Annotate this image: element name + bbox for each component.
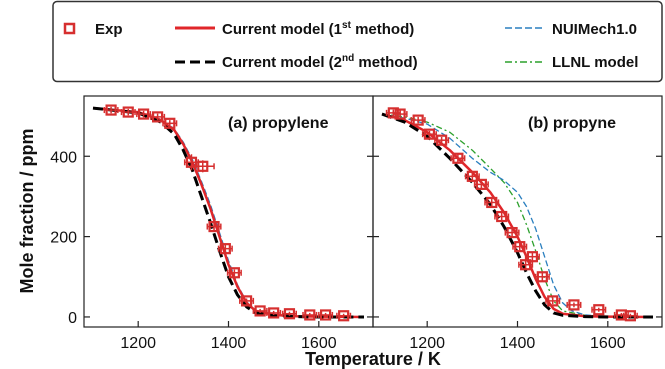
panel-b-exp-point xyxy=(624,310,636,322)
y-tick-label: 200 xyxy=(50,230,77,247)
y-axis-label: Mole fraction / ppm xyxy=(17,128,37,293)
panel-b-nuimech-line xyxy=(381,113,654,318)
x-axis-label: Temperature / K xyxy=(305,349,441,369)
panel-b-exp-point xyxy=(423,128,436,140)
legend-m2-end: method) xyxy=(354,54,417,71)
panel-a-exp-point xyxy=(254,305,266,317)
x-tick-label: 1400 xyxy=(211,335,247,352)
panel-a-exp-point xyxy=(197,160,209,172)
legend-llnl-label: LLNL model xyxy=(552,54,638,71)
y-tick-label: 400 xyxy=(50,149,77,166)
panel-a-title: (a) propylene xyxy=(228,115,329,132)
panel-b-exp-point xyxy=(475,178,487,190)
legend-exp-marker xyxy=(63,22,76,35)
panel-b-exp-point xyxy=(593,304,605,316)
panel-b-model-2nd-line xyxy=(381,112,653,319)
panel-b-title: (b) propyne xyxy=(528,115,616,132)
panel-b-exp-point xyxy=(452,152,464,164)
panel-b-exp-point xyxy=(568,299,580,311)
panel-b-exp-point xyxy=(520,259,532,271)
legend-nui-label: NUIMech1.0 xyxy=(552,21,637,38)
legend-exp-label: Exp xyxy=(95,21,123,38)
panel-a-exp-point xyxy=(338,310,350,322)
legend-m1-label: Current model (1st method) xyxy=(222,20,414,38)
panel-a-exp-point xyxy=(105,104,117,116)
panel-a-exp-point xyxy=(219,243,231,255)
panel-b xyxy=(381,107,654,322)
panel-a-exp-point xyxy=(138,108,150,120)
legend-m1-sup: st xyxy=(342,20,352,31)
panel-b-exp-point xyxy=(514,241,526,253)
panel-b-exp-point xyxy=(526,251,539,263)
panel-a-exp-point xyxy=(304,309,316,321)
panel-a-nuimech-line xyxy=(92,107,365,318)
panel-b-llnl-line xyxy=(381,113,654,318)
panel-a-llnl-line xyxy=(92,107,365,318)
legend-m2-label: Current model (2nd method) xyxy=(222,53,418,71)
panel-b-exp-point xyxy=(536,271,548,283)
legend-m1-end: method) xyxy=(351,21,414,38)
panel-b-exp-point xyxy=(387,107,399,119)
legend: Exp Current model (1st method) Current m… xyxy=(52,0,663,83)
panel-b-exp-point xyxy=(486,196,498,209)
panel-a-model-2nd-line xyxy=(92,106,364,319)
x-tick-label: 1600 xyxy=(590,335,626,352)
panel-b-exp-point xyxy=(547,295,559,307)
panel-a-exp-point xyxy=(268,307,280,319)
panel-a-exp-point xyxy=(319,309,332,321)
panel-b-exp-point xyxy=(394,108,406,120)
panel-a-exp-point xyxy=(152,111,164,123)
x-tick-label: 1200 xyxy=(409,335,445,352)
panel-a-exp-point xyxy=(208,220,220,233)
panel-a-exp-point xyxy=(283,308,296,320)
panel-b-exp-point xyxy=(412,114,424,126)
x-tick-label: 1200 xyxy=(120,335,156,352)
panel-a-model-1st-line xyxy=(92,106,365,319)
legend-m1-main: Current model (1 xyxy=(222,21,342,38)
panel-a-exp-point xyxy=(240,295,253,307)
x-axis-ticks: 1200 1400 1600 1200 1400 1600 xyxy=(120,321,626,352)
panel-b-exp-point xyxy=(466,170,478,182)
panel-b-exp-point xyxy=(436,134,448,146)
panel-a xyxy=(92,104,365,322)
panel-b-model-1st-line xyxy=(381,112,654,319)
panel-b-exp-point xyxy=(506,226,518,239)
y-axis-ticks: 0 200 400 xyxy=(50,149,662,327)
panel-a-exp-point xyxy=(228,267,240,279)
y-tick-label: 0 xyxy=(68,310,77,327)
panel-b-exp-point xyxy=(496,210,508,223)
legend-m2-sup: nd xyxy=(342,53,354,64)
legend-m2-main: Current model (2 xyxy=(222,54,342,71)
panel-a-exp-point xyxy=(164,117,176,129)
panel-a-exp-point xyxy=(122,106,134,118)
x-tick-label: 1600 xyxy=(301,335,337,352)
x-tick-label: 1400 xyxy=(500,335,536,352)
